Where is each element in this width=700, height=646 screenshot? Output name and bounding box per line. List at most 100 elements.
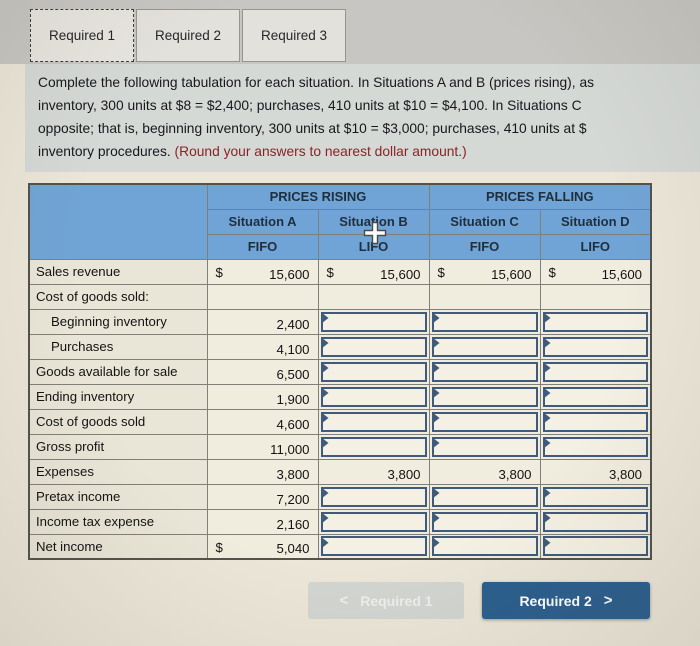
amount-input-cell[interactable] bbox=[431, 411, 538, 432]
amount-input-cell[interactable] bbox=[431, 386, 538, 407]
amount-input-cell[interactable] bbox=[320, 336, 427, 357]
amount-input-cell[interactable] bbox=[320, 511, 427, 532]
amount-cell: 11,000 bbox=[206, 433, 319, 460]
situations-table-wrap: PRICES RISING PRICES FALLING Situation A… bbox=[28, 183, 652, 560]
amount-cell: 7,200 bbox=[206, 483, 319, 510]
tab-required-1-label: Required 1 bbox=[48, 28, 116, 43]
amount-cell: $15,600 bbox=[206, 258, 319, 285]
amount-value: 11,000 bbox=[270, 441, 310, 457]
cell-flag-icon bbox=[432, 412, 440, 424]
table-row: Ending inventory 1,900 bbox=[28, 383, 652, 410]
amount-value: 2,400 bbox=[276, 316, 310, 332]
row-label: Goods available for sale bbox=[28, 358, 208, 385]
amount-input-cell[interactable] bbox=[542, 486, 648, 507]
amount-input-cell[interactable] bbox=[431, 336, 538, 357]
amount-cell-container bbox=[428, 333, 541, 360]
amount-input-cell[interactable] bbox=[431, 436, 538, 457]
tab-required-2-label: Required 2 bbox=[154, 28, 222, 43]
amount-cell-container bbox=[428, 483, 541, 510]
amount-value: 15,600 bbox=[491, 266, 532, 282]
table-row: Net income $5,040 bbox=[28, 533, 652, 560]
instruction-line-1: Complete the following tabulation for ea… bbox=[38, 75, 595, 90]
amount-cell-container bbox=[317, 433, 430, 460]
amount-input-cell[interactable] bbox=[320, 386, 427, 407]
amount-value: 5,040 bbox=[276, 541, 310, 557]
amount-input-cell[interactable] bbox=[320, 361, 427, 382]
table-row: Purchases 4,100 bbox=[28, 333, 652, 360]
dollar-sign: $ bbox=[215, 264, 223, 280]
table-row: Cost of goods sold: bbox=[28, 283, 652, 310]
amount-input-cell[interactable] bbox=[320, 536, 427, 557]
empty-cell bbox=[206, 283, 319, 310]
amount-input-cell[interactable] bbox=[320, 311, 427, 332]
amount-input-cell[interactable] bbox=[431, 536, 538, 557]
tab-required-1[interactable]: Required 1 bbox=[30, 9, 134, 62]
cell-flag-icon bbox=[432, 512, 440, 524]
col-header-situation-d: Situation D bbox=[539, 208, 652, 235]
amount-cell: 3,800 bbox=[206, 458, 319, 485]
round-note: (Round your answers to nearest dollar am… bbox=[174, 144, 467, 159]
amount-input-cell[interactable] bbox=[320, 411, 427, 432]
amount-cell-container bbox=[428, 433, 541, 460]
col-header-method-c: FIFO bbox=[428, 233, 541, 260]
amount-input-cell[interactable] bbox=[542, 311, 648, 332]
amount-cell: 3,800 bbox=[317, 458, 430, 485]
amount-cell: 2,160 bbox=[206, 508, 319, 535]
amount-cell-container bbox=[317, 358, 430, 385]
amount-cell-container bbox=[317, 408, 430, 435]
cell-flag-icon bbox=[543, 487, 551, 499]
amount-input-cell[interactable] bbox=[542, 511, 648, 532]
col-header-method-d: LIFO bbox=[539, 233, 652, 260]
amount-input-cell[interactable] bbox=[542, 436, 648, 457]
chevron-right-icon: > bbox=[603, 592, 613, 609]
amount-input-cell[interactable] bbox=[542, 361, 648, 382]
amount-value: 2,160 bbox=[276, 516, 310, 532]
row-label: Pretax income bbox=[28, 483, 208, 510]
amount-input-cell[interactable] bbox=[542, 336, 648, 357]
instruction-line-3: opposite; that is, beginning inventory, … bbox=[38, 121, 587, 136]
cell-flag-icon bbox=[321, 537, 329, 549]
amount-input-cell[interactable] bbox=[542, 536, 648, 557]
amount-value: 3,800 bbox=[387, 466, 421, 482]
prev-button-label: Required 1 bbox=[360, 592, 433, 609]
amount-value: 1,900 bbox=[276, 391, 310, 407]
table-row: Income tax expense 2,160 bbox=[28, 508, 652, 535]
dollar-sign: $ bbox=[548, 264, 556, 280]
cell-flag-icon bbox=[543, 337, 551, 349]
table-row: Gross profit 11,000 bbox=[28, 433, 652, 460]
amount-cell-container bbox=[428, 308, 541, 335]
amount-input-cell[interactable] bbox=[431, 311, 538, 332]
row-label: Purchases bbox=[28, 333, 208, 360]
table-row: Pretax income 7,200 bbox=[28, 483, 652, 510]
amount-input-cell[interactable] bbox=[542, 411, 648, 432]
empty-cell bbox=[317, 283, 430, 310]
tab-required-2[interactable]: Required 2 bbox=[136, 9, 240, 62]
amount-input-cell[interactable] bbox=[431, 511, 538, 532]
cell-flag-icon bbox=[543, 362, 551, 374]
amount-input-cell[interactable] bbox=[320, 486, 427, 507]
amount-cell-container bbox=[317, 333, 430, 360]
required-tabs: Required 1 Required 2 Required 3 bbox=[30, 9, 348, 62]
amount-cell: $5,040 bbox=[206, 533, 319, 560]
amount-input-cell[interactable] bbox=[542, 386, 648, 407]
amount-cell-container bbox=[428, 358, 541, 385]
amount-input-cell[interactable] bbox=[320, 436, 427, 457]
table-row: Cost of goods sold 4,600 bbox=[28, 408, 652, 435]
required-2-next-button[interactable]: Required 2 > bbox=[482, 582, 650, 619]
table-row: Sales revenue $15,600 $15,600 $15,600 $15,60… bbox=[28, 258, 652, 285]
row-label: Sales revenue bbox=[28, 258, 208, 285]
amount-input-cell[interactable] bbox=[431, 486, 538, 507]
tab-required-3[interactable]: Required 3 bbox=[242, 9, 346, 62]
amount-value: 7,200 bbox=[276, 491, 310, 507]
group-header-prices-falling: PRICES FALLING bbox=[428, 183, 652, 210]
amount-cell: $15,600 bbox=[317, 258, 430, 285]
instruction-line-2: inventory, 300 units at $8 = $2,400; pur… bbox=[38, 98, 582, 113]
cell-flag-icon bbox=[543, 512, 551, 524]
cell-flag-icon bbox=[432, 312, 440, 324]
amount-cell: 1,900 bbox=[206, 383, 319, 410]
required-1-prev-button[interactable]: < Required 1 bbox=[308, 582, 464, 619]
amount-cell-container bbox=[539, 383, 652, 410]
cell-flag-icon bbox=[432, 387, 440, 399]
col-header-situation-b: Situation B bbox=[317, 208, 430, 235]
amount-input-cell[interactable] bbox=[431, 361, 538, 382]
